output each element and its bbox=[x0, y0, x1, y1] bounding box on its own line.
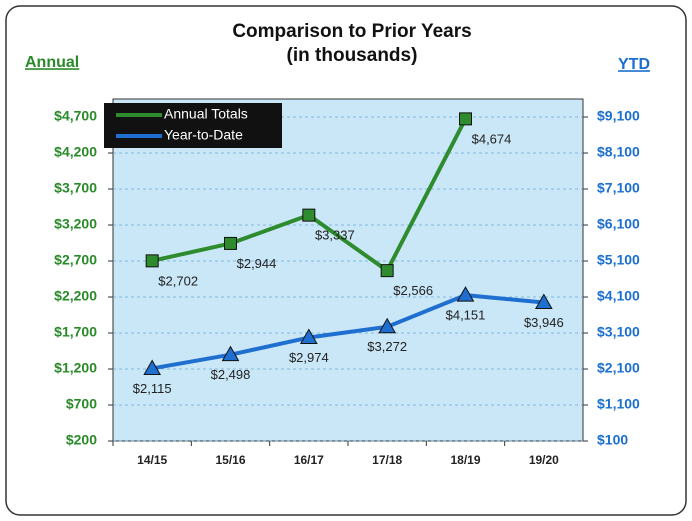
y-axis-label: Annual bbox=[25, 54, 79, 71]
x-tick-label: 14/15 bbox=[137, 453, 167, 467]
data-label: $4,674 bbox=[472, 131, 512, 146]
x-tick-label: 17/18 bbox=[372, 453, 402, 467]
marker bbox=[143, 359, 162, 375]
chart-title: Comparison to Prior Years bbox=[232, 21, 471, 42]
x-tick-label: 19/20 bbox=[529, 453, 559, 467]
data-label: $2,702 bbox=[158, 273, 198, 288]
y-tick-label: $3,200 bbox=[54, 216, 97, 232]
data-label: $2,115 bbox=[133, 381, 172, 396]
y2-tick-label: $3,100 bbox=[597, 324, 640, 340]
marker bbox=[299, 328, 318, 345]
marker bbox=[302, 208, 316, 222]
plot-area bbox=[112, 98, 584, 442]
plot: $200 $700 $1,200 $1,700 $2,200 $2,700 $3,200 $3… bbox=[54, 98, 640, 467]
y-tick-label: $2,700 bbox=[54, 252, 97, 268]
y2-tick-label: $6,100 bbox=[597, 216, 640, 232]
marker bbox=[459, 112, 472, 126]
y2-tick-label: $8,100 bbox=[597, 144, 640, 160]
marker bbox=[221, 345, 240, 362]
marker bbox=[534, 293, 553, 310]
y-tick-label: $1,700 bbox=[54, 324, 97, 340]
data-label: $2,944 bbox=[237, 256, 277, 271]
y-tick-label: $2,200 bbox=[54, 288, 97, 304]
data-label: $3,272 bbox=[367, 339, 407, 354]
legend bbox=[104, 103, 282, 148]
data-label: $2,498 bbox=[211, 367, 251, 382]
chart-subtitle: (in thousands) bbox=[287, 45, 418, 66]
x-tick-label: 16/17 bbox=[294, 453, 324, 467]
series-line bbox=[151, 293, 545, 371]
data-label: $4,151 bbox=[446, 308, 486, 323]
data-label: $2,974 bbox=[289, 350, 329, 365]
y-tick-label: $4,700 bbox=[54, 108, 97, 124]
legend-label: Annual Totals bbox=[164, 106, 248, 122]
y-tick-label: $200 bbox=[66, 432, 97, 448]
data-label: $3,337 bbox=[315, 228, 355, 243]
y2-tick-label: $9,100 bbox=[597, 108, 640, 124]
y2-tick-label: $1,100 bbox=[597, 396, 640, 412]
marker bbox=[145, 254, 159, 268]
x-tick-label: 18/19 bbox=[450, 453, 480, 467]
y2-tick-label: $5,100 bbox=[597, 252, 640, 268]
y-tick-label: $3,700 bbox=[54, 180, 97, 196]
y2-axis-label: YTD bbox=[618, 56, 650, 73]
y2-tick-label: $100 bbox=[597, 432, 628, 448]
data-label: $3,946 bbox=[524, 315, 564, 330]
marker bbox=[380, 264, 394, 278]
marker bbox=[224, 236, 237, 250]
y2-tick-label: $2,100 bbox=[597, 360, 640, 376]
marker bbox=[378, 317, 397, 334]
data-label: $2,566 bbox=[393, 283, 433, 298]
y-tick-label: $1,200 bbox=[54, 360, 97, 376]
y-tick-label: $4,200 bbox=[54, 144, 97, 160]
y2-tick-label: $4,100 bbox=[597, 288, 640, 304]
legend-label: Year-to-Date bbox=[164, 127, 243, 143]
y-tick-label: $700 bbox=[66, 396, 97, 412]
y2-tick-label: $7,100 bbox=[597, 180, 640, 196]
x-tick-label: 15/16 bbox=[215, 453, 245, 467]
marker bbox=[456, 286, 475, 302]
